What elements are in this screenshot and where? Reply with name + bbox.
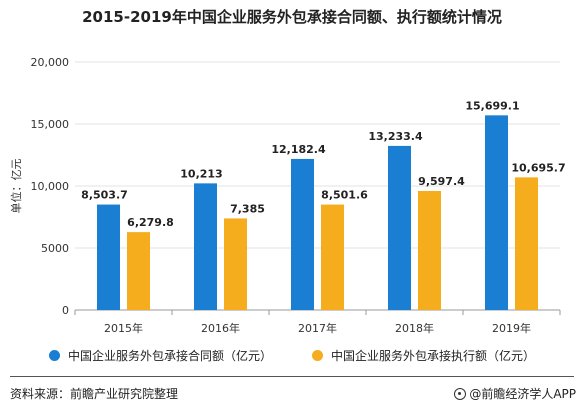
bar-contract — [291, 158, 314, 310]
source-note: 资料来源：前瞻产业研究院整理 — [10, 387, 179, 401]
legend-label-contract: 中国企业服务外包承接合同额（亿元） — [67, 349, 272, 363]
bar-execution — [127, 232, 150, 310]
bar-execution — [515, 177, 538, 310]
legend-item-execution: 中国企业服务外包承接执行额（亿元） — [312, 347, 535, 364]
legend-item-contract: 中国企业服务外包承接合同额（亿元） — [48, 347, 272, 364]
bar-contract — [485, 115, 508, 310]
footer-divider — [10, 376, 574, 377]
legend-label-execution: 中国企业服务外包承接执行额（亿元） — [331, 349, 536, 363]
y-tick-label: 5000 — [41, 242, 69, 255]
data-label-execution: 6,279.8 — [127, 216, 174, 229]
x-tick-label: 2015年 — [104, 321, 143, 335]
y-axis-label: 单位：亿元 — [9, 159, 23, 214]
data-label-contract: 13,233.4 — [368, 130, 423, 143]
x-tick-label: 2017年 — [298, 321, 337, 335]
bar-chart: 0 5000 10,000 15,000 20,000 单位：亿元 2015年 8,503.7… — [9, 56, 566, 335]
brand-logo-icon — [454, 387, 467, 400]
brand-text: @前瞻经济学人APP — [469, 387, 576, 401]
legend: 中国企业服务外包承接合同额（亿元） 中国企业服务外包承接执行额（亿元） — [0, 347, 584, 364]
data-label-contract: 10,213 — [180, 167, 222, 180]
x-tick-label: 2016年 — [201, 321, 240, 335]
data-label-contract: 12,182.4 — [271, 143, 326, 156]
chart-title: 2015-2019年中国企业服务外包承接合同额、执行额统计情况 — [82, 8, 502, 26]
bar-contract — [97, 204, 120, 310]
data-label-execution: 7,385 — [230, 202, 265, 215]
x-tick-label: 2019年 — [492, 321, 531, 335]
y-tick-label: 15,000 — [31, 118, 70, 131]
bar-contract — [388, 145, 411, 310]
legend-swatch-contract — [48, 350, 60, 361]
y-tick-label: 10,000 — [31, 180, 70, 193]
y-tick-label: 0 — [62, 304, 69, 317]
data-label-contract: 8,503.7 — [81, 189, 128, 202]
x-tick-label: 2018年 — [395, 321, 434, 335]
data-label-execution: 10,695.7 — [511, 161, 565, 174]
data-label-execution: 8,501.6 — [321, 189, 368, 202]
bar-execution — [224, 218, 247, 310]
data-label-contract: 15,699.1 — [465, 99, 519, 112]
brand-credit: @前瞻经济学人APP — [454, 385, 576, 402]
legend-swatch-execution — [312, 350, 323, 361]
bar-execution — [321, 204, 344, 310]
bar-execution — [418, 190, 441, 310]
bar-contract — [194, 183, 217, 310]
y-tick-label: 20,000 — [31, 56, 70, 69]
data-label-execution: 9,597.4 — [418, 175, 465, 188]
